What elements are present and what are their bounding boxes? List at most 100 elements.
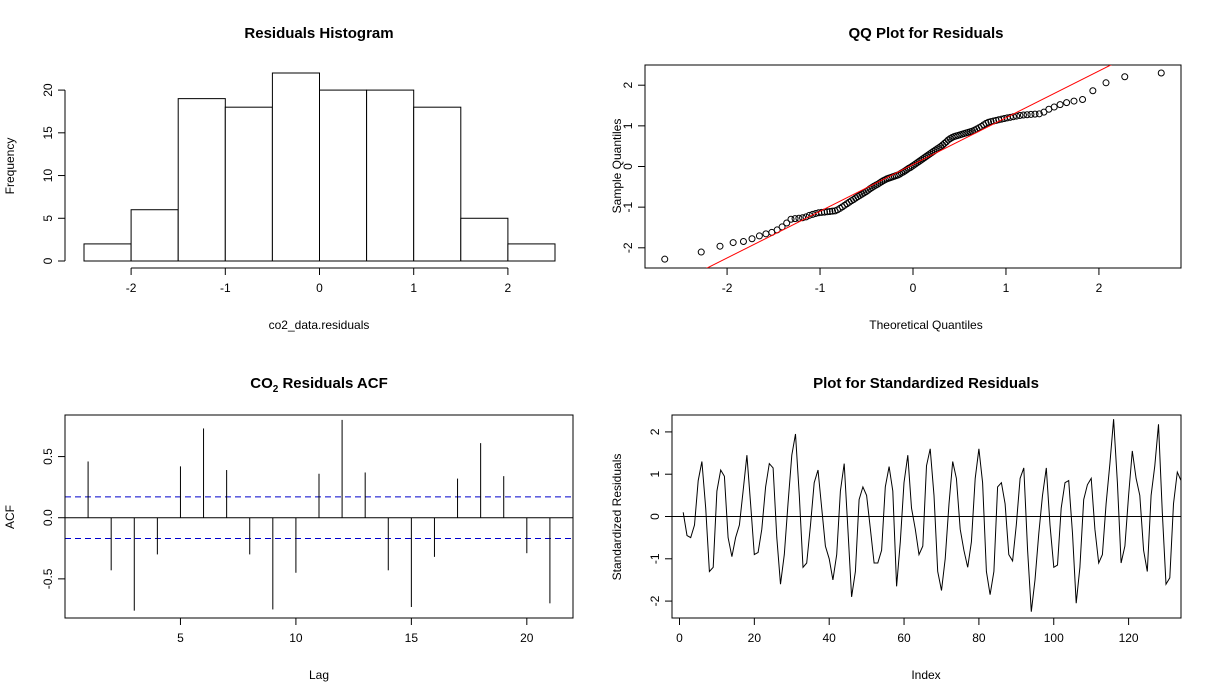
histogram-x-tick-label: 0 [316,281,323,295]
stdres-x-tick-label: 20 [748,631,762,645]
histogram-bar [366,89,415,262]
qq-xlabel: Theoretical Quantiles [869,318,982,332]
qq-point [762,230,770,238]
qq-point [755,232,763,240]
qq-x-tick-label: -2 [722,281,733,295]
acf-y-tick-label: 0.5 [41,448,55,465]
qq-y-tick-label: 2 [621,82,635,89]
histogram-bar [507,243,556,262]
qq-point [1157,69,1165,77]
histogram-ylabel: Frequency [3,138,17,195]
acf-xlabel: Lag [309,668,329,682]
qq-point [1079,96,1087,104]
qq-point [1050,103,1058,111]
acf-ylabel: ACF [3,505,17,529]
histogram-bar [460,217,509,262]
acf-bars [65,419,573,611]
qq-y-tick-label: 1 [621,122,635,129]
qq-point [729,239,737,247]
stdres-y-tick-label: -1 [648,553,662,564]
histogram-bar [130,209,179,262]
acf-y-tick-label: -0.5 [41,568,55,589]
qq-point [826,207,834,215]
acf-y-tick-label: 0.0 [41,509,55,526]
stdres-x-tick-label: 120 [1119,631,1139,645]
histogram-bars [83,72,556,262]
qq-x-tick-label: 2 [1096,281,1103,295]
stdres-x-tick-label: 80 [972,631,986,645]
stdres-series-line [682,419,1182,612]
qq-point [697,248,705,256]
histogram-bar [177,98,226,262]
histogram-x-tick-label: 2 [505,281,512,295]
stdres-y-tick-label: 1 [648,471,662,478]
acf-y-axis: -0.5 0.0 0.5 [41,448,66,589]
histogram-bar [413,106,462,262]
qq-point [944,136,952,144]
qq-point [1023,111,1031,119]
qq-point [1089,87,1097,95]
qq-point [901,167,909,175]
qq-point [1040,108,1048,116]
acf-x-tick-label: 10 [289,631,303,645]
histogram-bar [83,243,132,262]
histogram-xlabel: co2_data.residuals [269,318,370,332]
qq-y-tick-label: -1 [621,201,635,212]
stdres-title: Plot for Standardized Residuals [813,375,1039,392]
acf-title-subscript: 2 [273,384,279,395]
histogram-x-tick-label: -1 [220,281,231,295]
qq-point [1056,101,1064,109]
qq-title: QQ Plot for Residuals [848,25,1003,42]
histogram-x-tick-label: -2 [126,281,137,295]
acf-x-tick-label: 5 [177,631,184,645]
qq-point [809,210,817,218]
acf-title-main: CO [250,375,273,392]
acf-x-axis: 5 10 15 20 [177,617,534,645]
qq-point [1031,110,1039,118]
qq-point [1019,111,1027,119]
qq-reference-line-path [706,65,1112,268]
qq-x-tick-label: 0 [910,281,917,295]
qq-y-tick-label: -2 [621,242,635,253]
stdres-y-tick-label: 2 [648,428,662,435]
qq-y-axis: -2 -1 0 1 2 [621,82,646,253]
qq-point [868,184,876,192]
qq-reference-line [706,65,1112,268]
stdres-y-tick-label: -2 [648,595,662,606]
qq-point [716,242,724,250]
histogram-bar [271,72,320,262]
acf-title-rest: Residuals ACF [278,375,387,392]
histogram-y-tick-label: 5 [41,215,55,222]
qq-point [787,215,795,223]
acf-panel: CO2 Residuals ACF Lag ACF 5 10 15 20 -0.5 0.… [3,375,574,682]
stdres-x-tick-label: 60 [897,631,911,645]
qq-x-axis: -2 -1 0 1 2 [722,267,1103,295]
stdres-y-tick-label: 0 [648,513,662,520]
qq-point [1016,111,1024,119]
stdres-xlabel: Index [911,668,940,682]
acf-x-tick-label: 15 [405,631,419,645]
qq-x-tick-label: -1 [815,281,826,295]
qq-panel: QQ Plot for Residuals Theoretical Quanti… [610,25,1182,332]
stdres-panel: Plot for Standardized Residuals Index St… [610,375,1182,682]
qq-x-tick-label: 1 [1003,281,1010,295]
histogram-title: Residuals Histogram [244,25,393,42]
histogram-y-tick-label: 15 [41,126,55,140]
qq-point [791,215,799,223]
qq-point [1027,110,1035,118]
histogram-y-tick-label: 20 [41,83,55,97]
histogram-x-tick-label: 1 [410,281,417,295]
stdres-series [672,419,1182,612]
qq-point [795,214,803,222]
histogram-y-tick-label: 10 [41,169,55,183]
histogram-bar [319,89,368,262]
histogram-y-tick-label: 0 [41,257,55,264]
qq-point [661,255,669,263]
histogram-panel: Residuals Histogram co2_data.residuals F… [3,25,556,332]
qq-point [1070,97,1078,105]
qq-point [1063,99,1071,107]
qq-point [1102,79,1110,87]
acf-x-tick-label: 20 [520,631,534,645]
histogram-bar [224,106,273,262]
